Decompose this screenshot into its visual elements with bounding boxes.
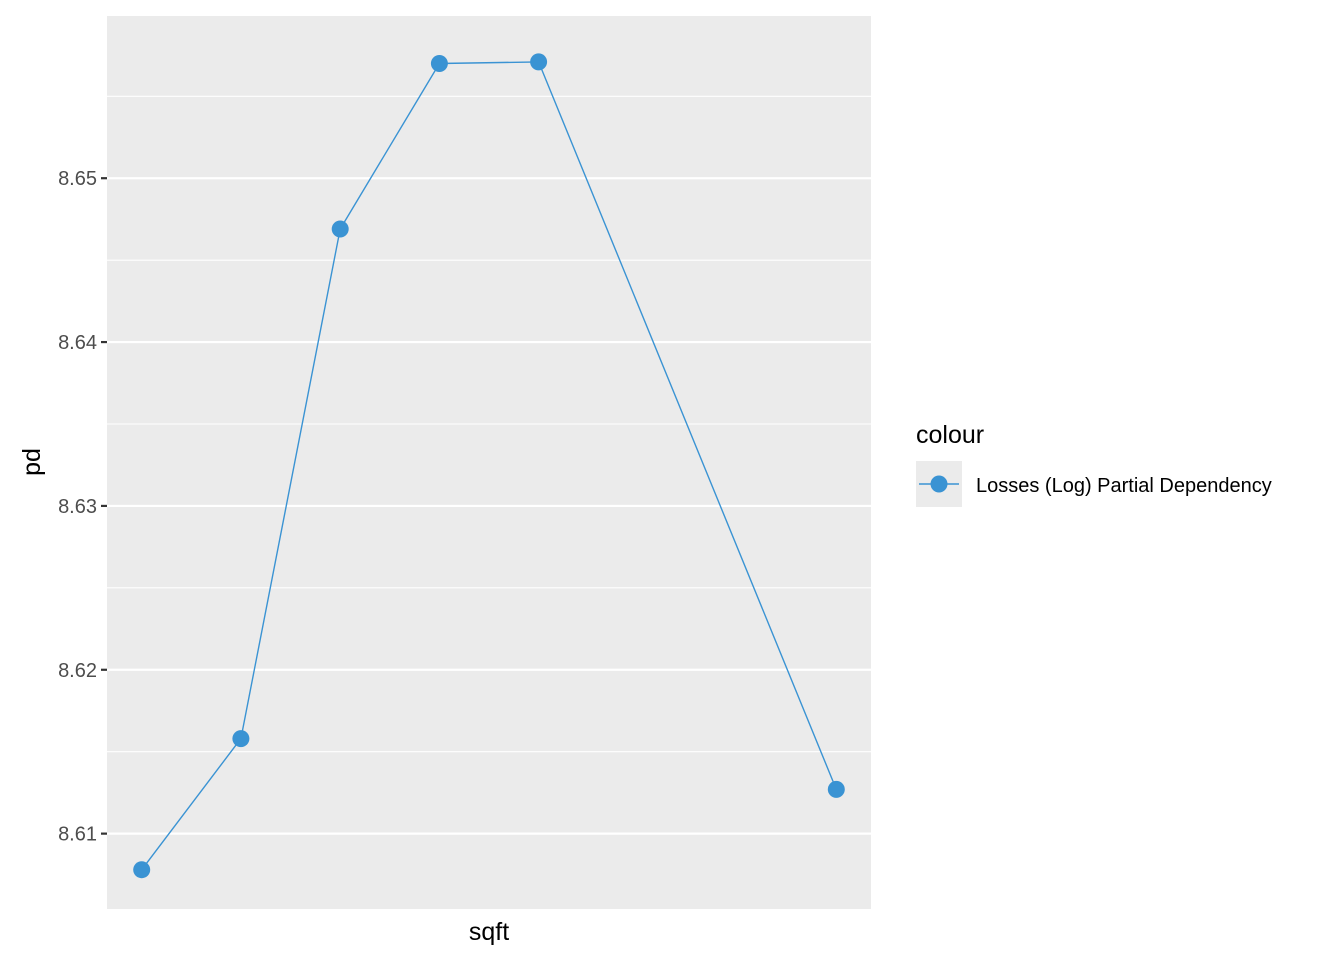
grid-major	[107, 177, 871, 835]
y-axis-title: pd	[18, 448, 46, 476]
series-layer	[133, 53, 845, 879]
y-tick-label: 8.64	[58, 332, 97, 354]
x-axis-title: sqft	[469, 918, 509, 946]
data-point	[430, 55, 448, 72]
legend-entry-label: Losses (Log) Partial Dependency	[976, 475, 1272, 497]
grid-minor	[107, 95, 871, 753]
y-tick-label: 8.63	[58, 496, 97, 518]
legend-key-point	[930, 475, 948, 493]
y-tick-label: 8.62	[58, 660, 97, 682]
data-point	[133, 861, 151, 879]
y-tick-label: 8.61	[58, 824, 97, 846]
panel-background	[107, 16, 871, 909]
series-line	[141, 61, 837, 871]
data-point	[530, 53, 548, 71]
legend-title: colour	[916, 421, 984, 449]
data-point	[232, 730, 250, 748]
data-point	[331, 220, 349, 238]
data-point	[827, 780, 845, 798]
y-tick-label: 8.65	[58, 168, 97, 190]
legend: colour Losses (Log) Partial Dependency	[916, 421, 1272, 507]
y-axis: 8.61 8.62 8.63 8.64 8.65	[58, 168, 107, 846]
